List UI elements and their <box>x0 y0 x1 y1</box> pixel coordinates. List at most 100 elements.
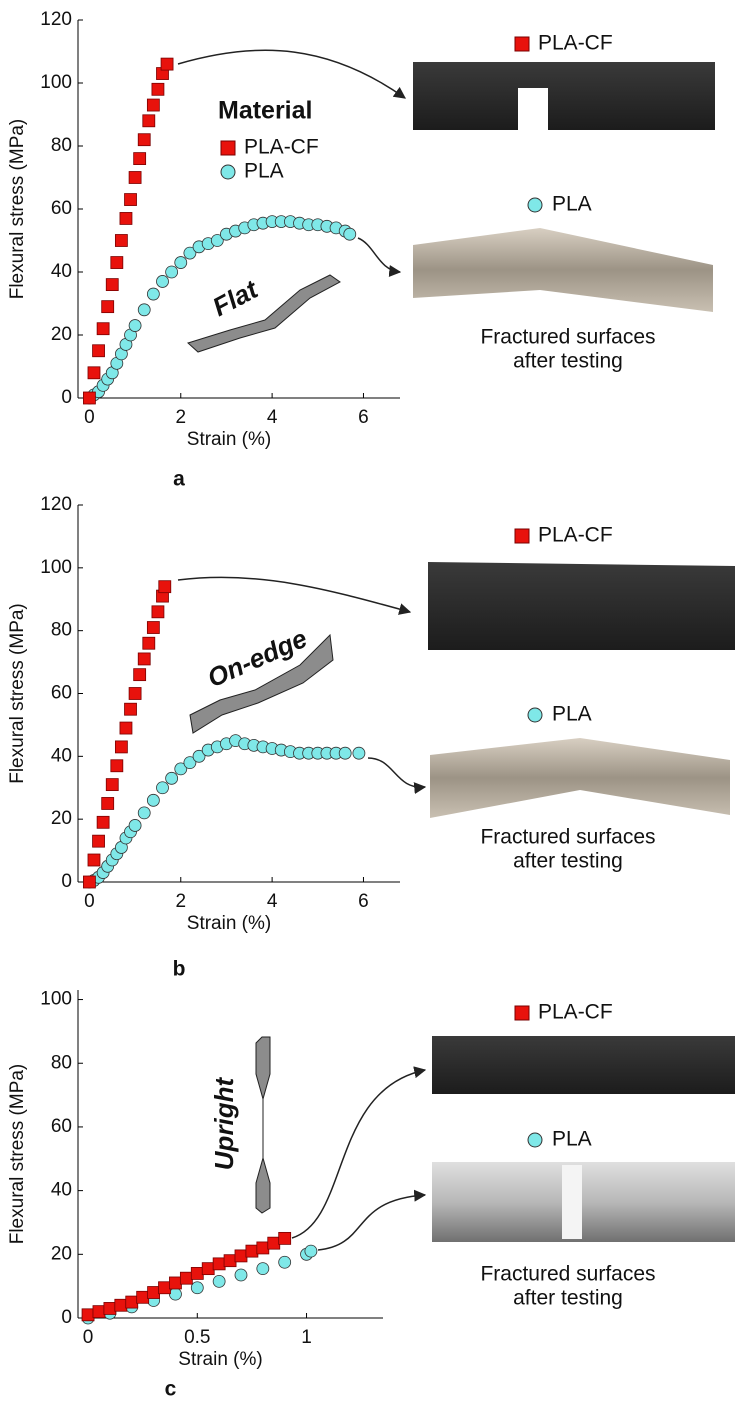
arrow <box>177 49 406 99</box>
y-tick-label: 80 <box>51 135 72 156</box>
photo-crack <box>562 1165 582 1239</box>
marker-square <box>105 278 119 292</box>
marker-square <box>190 1267 204 1280</box>
y-tick-label: 60 <box>51 1116 72 1137</box>
y-tick-label: 0 <box>61 387 72 408</box>
y-tick-label: 60 <box>51 198 72 219</box>
y-tick-label: 20 <box>51 324 72 345</box>
marker-circle <box>304 1244 318 1258</box>
photo-label: PLA <box>552 193 592 216</box>
marker-circle <box>146 793 160 807</box>
photo <box>432 1162 735 1242</box>
photo-caption: after testing <box>513 850 623 873</box>
x-tick-label: 4 <box>267 891 278 912</box>
marker-square <box>110 759 124 773</box>
x-tick-label: 4 <box>267 407 278 428</box>
marker-circle <box>234 1268 248 1282</box>
marker-circle <box>192 749 206 763</box>
marker-square <box>101 797 115 810</box>
x-axis-label: Strain (%) <box>178 1349 262 1370</box>
marker-square <box>223 1254 237 1268</box>
marker-square <box>81 1308 95 1322</box>
marker-circle <box>137 806 151 820</box>
marker-square <box>124 702 137 716</box>
y-tick-label: 60 <box>51 683 72 704</box>
series <box>81 1231 292 1322</box>
y-tick-label: 120 <box>40 9 72 30</box>
specimen <box>187 274 341 353</box>
marker-square <box>133 668 147 682</box>
x-tick-label: 0.5 <box>184 1327 210 1348</box>
arrow <box>317 1189 427 1251</box>
marker-square <box>151 82 165 96</box>
arrow <box>291 1066 427 1239</box>
photo <box>428 562 735 650</box>
marker-square <box>128 171 142 184</box>
photo <box>430 738 730 818</box>
photo <box>413 62 715 130</box>
marker-square <box>245 1244 259 1258</box>
marker-square <box>256 1241 270 1255</box>
series <box>83 734 366 889</box>
photo-label: PLA-CF <box>538 32 613 55</box>
marker-square <box>136 1290 150 1304</box>
marker-circle <box>183 756 197 770</box>
marker-square <box>160 57 174 71</box>
x-axis-label: Strain (%) <box>187 429 271 450</box>
arrows <box>177 49 427 1251</box>
panel-label: b <box>173 958 186 981</box>
marker-square <box>83 391 96 405</box>
marker-circle <box>156 781 169 795</box>
marker-square <box>114 234 128 247</box>
marker-circle <box>174 762 188 776</box>
specimen <box>189 633 334 734</box>
photo-label: PLA <box>552 703 592 726</box>
photo <box>432 1036 735 1094</box>
y-tick-label: 40 <box>51 261 72 282</box>
photo-label: PLA-CF <box>538 1001 613 1024</box>
marker-square <box>105 778 119 792</box>
marker-circle <box>190 1281 204 1295</box>
series <box>83 580 172 889</box>
y-axis-label: Flexural stress (MPa) <box>7 1064 28 1245</box>
marker-circle <box>156 275 169 288</box>
y-tick-label: 80 <box>51 620 72 641</box>
panel-label: c <box>165 1378 177 1401</box>
marker-circle <box>146 287 160 301</box>
y-axis-label: Flexural stress (MPa) <box>7 119 28 300</box>
marker-circle <box>137 303 151 317</box>
marker-circle <box>343 227 357 241</box>
photos <box>413 62 735 1242</box>
arrow <box>177 576 412 615</box>
photo-caption: Fractured surfaces <box>480 1263 655 1286</box>
x-tick-label: 6 <box>358 407 369 428</box>
legend-swatch <box>220 140 236 156</box>
panel: 0 20 40 60 80 100 120 0 2 4 6 Strain (%) Flexural st… <box>7 9 656 491</box>
legend-swatch <box>514 1005 530 1021</box>
x-tick-label: 0 <box>84 407 95 428</box>
marker-square <box>101 300 115 314</box>
x-tick-label: 2 <box>175 407 186 428</box>
marker-square <box>119 212 133 225</box>
y-tick-label: 20 <box>51 808 72 829</box>
x-tick-label: 6 <box>358 891 369 912</box>
marker-circle <box>183 246 197 260</box>
marker-square <box>124 193 137 206</box>
marker-square <box>119 721 133 735</box>
y-tick-label: 100 <box>40 557 72 578</box>
photo-caption: after testing <box>513 1287 623 1310</box>
y-tick-label: 0 <box>61 871 72 892</box>
legend-swatch <box>220 164 236 180</box>
legend-swatch <box>514 528 530 544</box>
x-tick-label: 0 <box>84 891 95 912</box>
marker-square <box>92 1305 106 1319</box>
marker-square <box>92 344 105 358</box>
photo-crack <box>518 88 548 130</box>
legend-swatch <box>527 707 543 723</box>
x-tick-label: 1 <box>301 1327 312 1348</box>
marker-circle <box>278 1255 292 1269</box>
marker-square <box>147 1286 160 1299</box>
marker-square <box>179 1271 193 1285</box>
marker-circle <box>128 819 142 832</box>
